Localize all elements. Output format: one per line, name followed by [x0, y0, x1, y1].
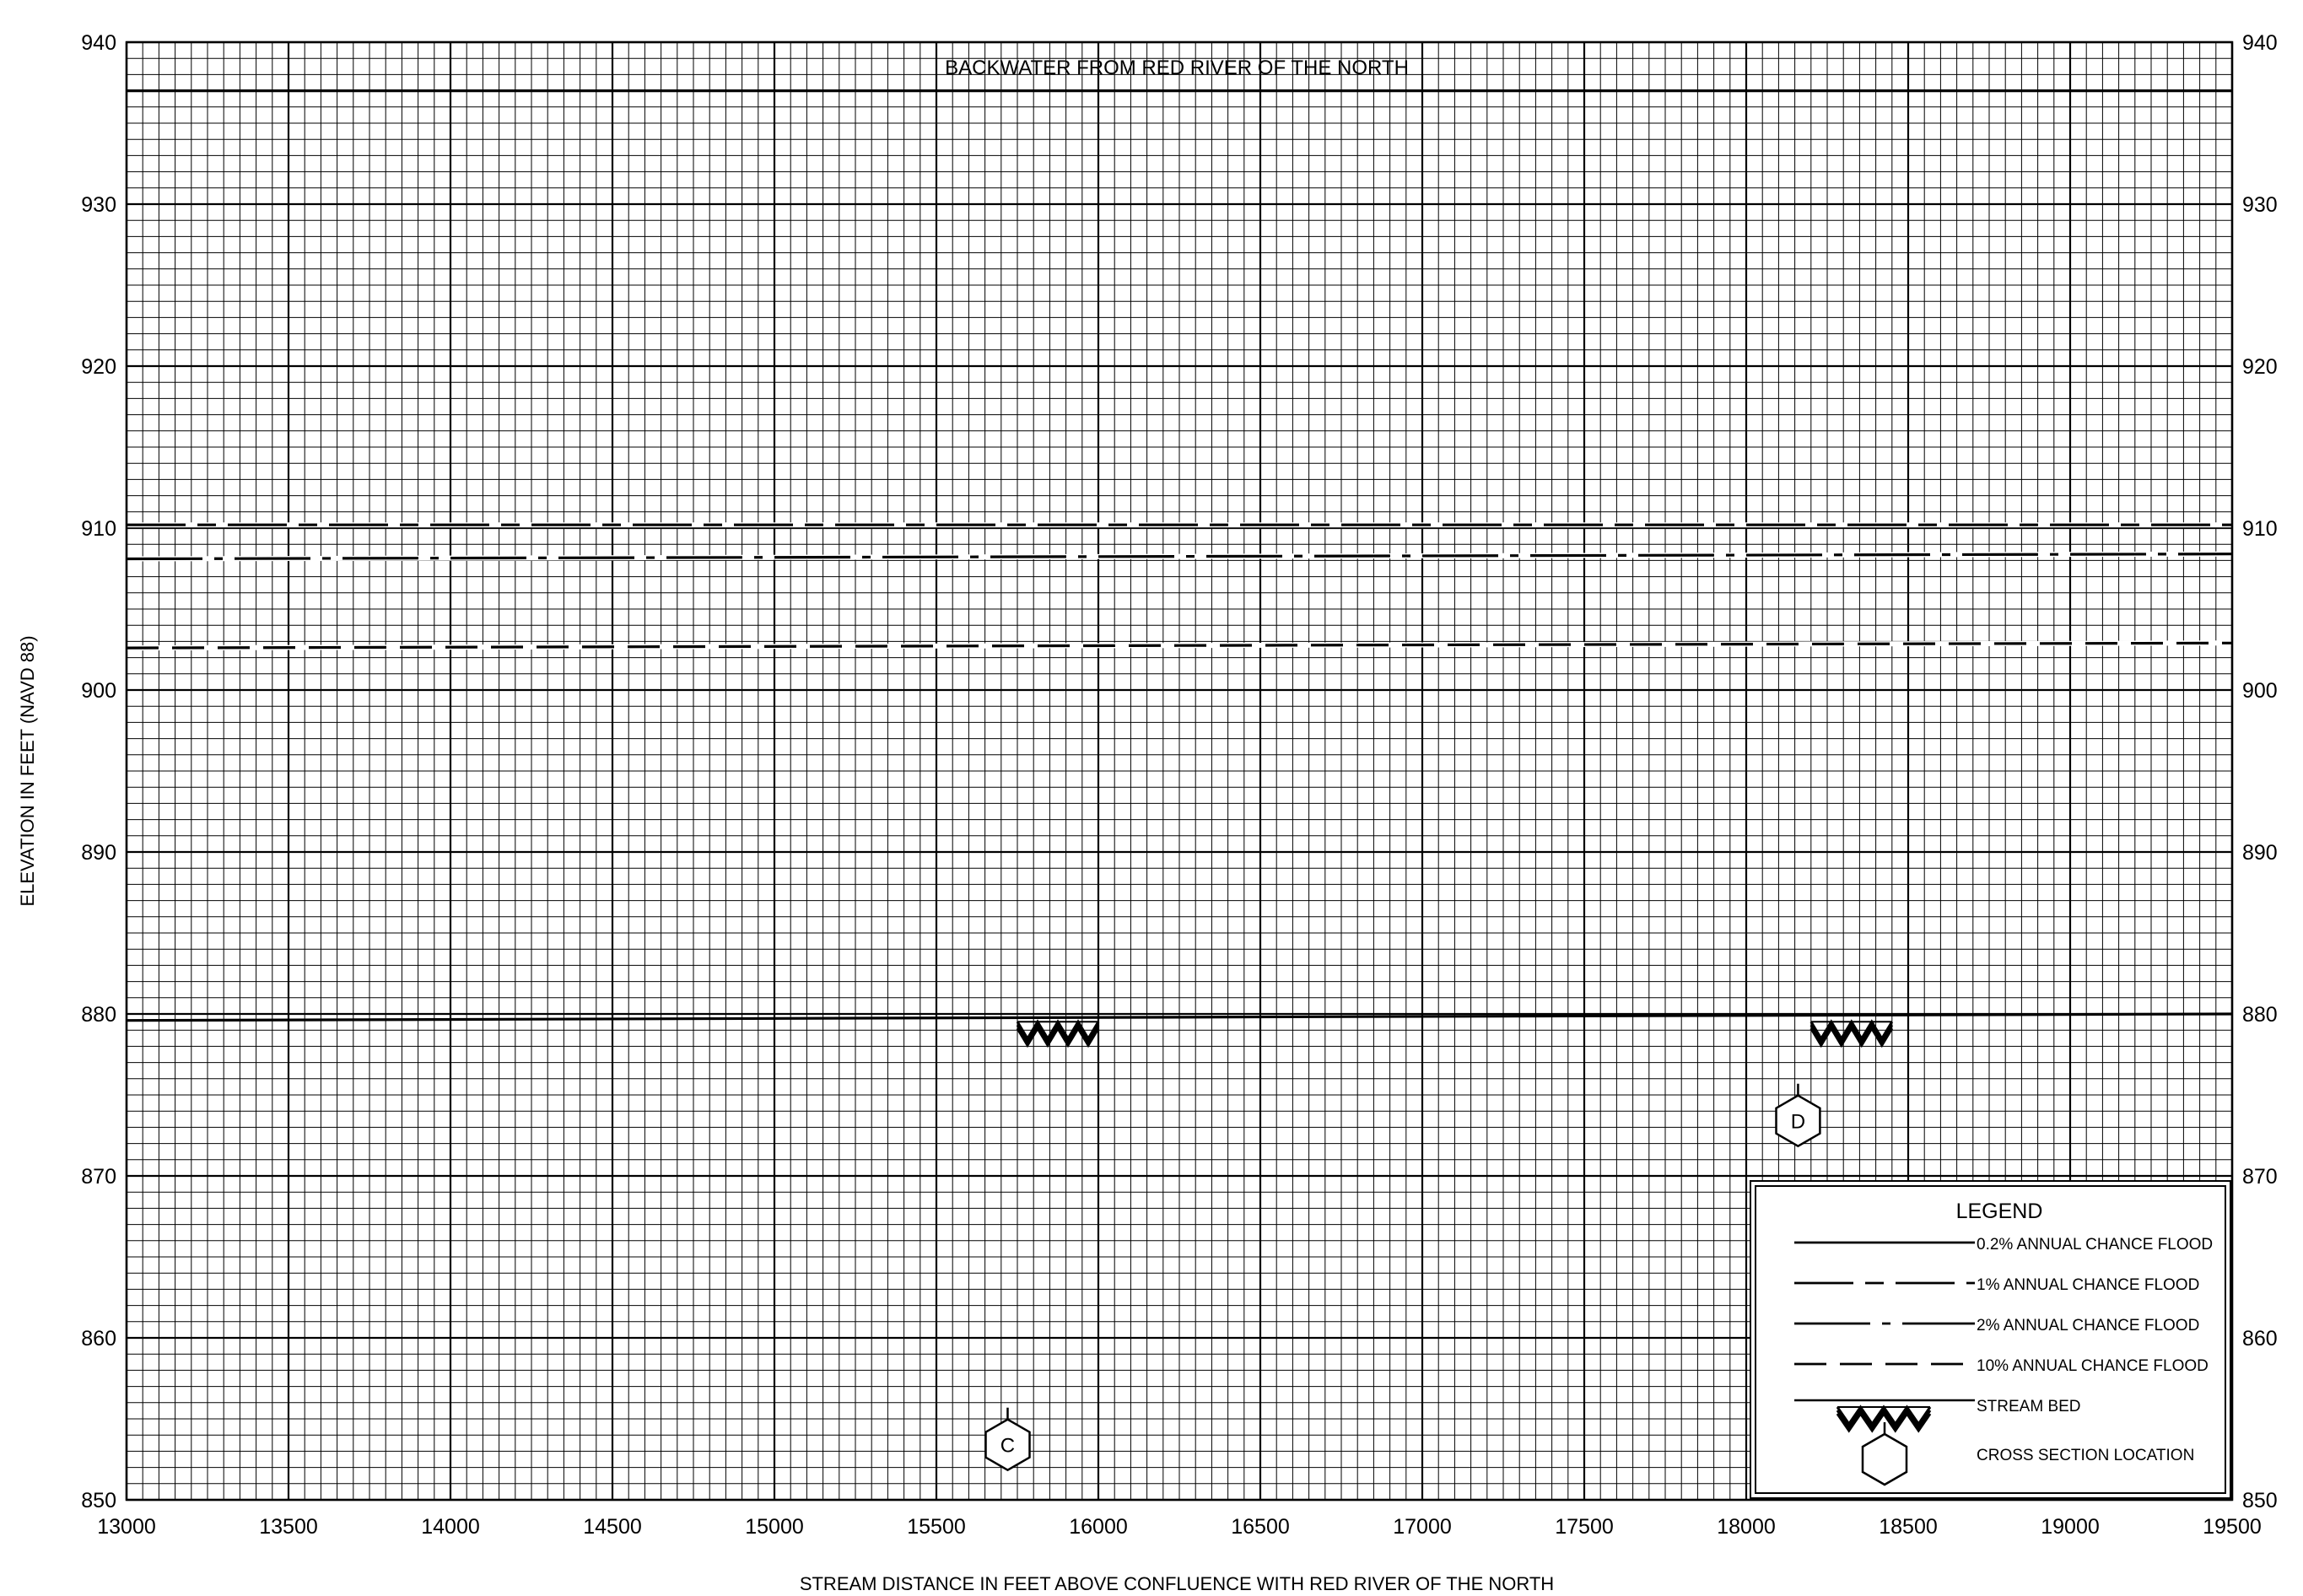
y-tick-label-right: 850	[2242, 1489, 2278, 1512]
x-tick-label: 19000	[2041, 1515, 2100, 1539]
plot-frame	[125, 40, 2234, 1502]
chart-title: BACKWATER FROM RED RIVER OF THE NORTH	[945, 57, 1409, 79]
y-tick-label-right: 920	[2242, 355, 2278, 379]
y-tick-label-right: 940	[2242, 31, 2278, 55]
legend-label: CROSS SECTION LOCATION	[1977, 1447, 2194, 1464]
y-tick-label-left: 940	[81, 31, 116, 55]
legend-symbol-hexagon	[1861, 1422, 1908, 1486]
y-tick-label-left: 930	[81, 193, 116, 217]
y-tick-label-left: 910	[81, 517, 116, 541]
legend-entry: CROSS SECTION LOCATION	[1861, 1422, 2194, 1486]
series-group	[126, 89, 2233, 1022]
y-tick-label-right: 910	[2242, 517, 2278, 541]
y-tick-label-left: 880	[81, 1003, 116, 1027]
legend-label: STREAM BED	[1977, 1398, 2081, 1415]
x-tick-label: 16000	[1069, 1515, 1128, 1539]
stream-bed-hatch	[1810, 1019, 1894, 1049]
legend-label: 0.2% ANNUAL CHANCE FLOOD	[1977, 1236, 2213, 1254]
x-tick-label: 15500	[907, 1515, 966, 1539]
legend-outer-border	[1750, 1180, 2231, 1499]
x-tick-label: 18500	[1879, 1515, 1938, 1539]
x-tick-label: 15000	[745, 1515, 804, 1539]
legend-title: LEGEND	[1956, 1200, 2043, 1223]
legend-entry: 10% ANNUAL CHANCE FLOOD	[1794, 1357, 2209, 1375]
series-line-3	[126, 641, 2233, 650]
legend: LEGEND 0.2% ANNUAL CHANCE FLOOD 1% ANNUAL…	[1750, 1180, 2231, 1499]
x-tick-label: 16500	[1231, 1515, 1290, 1539]
x-tick-label: 13500	[259, 1515, 318, 1539]
stream-bed-hatch	[1016, 1019, 1100, 1049]
cross-section-group: CD	[984, 1083, 1821, 1472]
legend-entry: STREAM BED	[1794, 1398, 2081, 1433]
legend-label: 10% ANNUAL CHANCE FLOOD	[1977, 1357, 2209, 1375]
y-tick-label-left: 870	[81, 1165, 116, 1189]
y-axis-label: ELEVATION IN FEET (NAVD 88)	[17, 635, 38, 906]
y-tick-label-left: 890	[81, 841, 116, 865]
legend-label: 2% ANNUAL CHANCE FLOOD	[1977, 1317, 2199, 1334]
x-tick-label: 14500	[583, 1515, 642, 1539]
x-tick-labels: 13000 13500 14000 14500 15000 15500 16000 16500…	[97, 1515, 2262, 1539]
legend-symbol-hatch	[1836, 1405, 1932, 1433]
legend-entry: 0.2% ANNUAL CHANCE FLOOD	[1794, 1236, 2213, 1254]
y-tick-label-right: 900	[2242, 679, 2278, 703]
x-tick-label: 14000	[421, 1515, 480, 1539]
y-tick-label-left: 920	[81, 355, 116, 379]
cross-section-marker: C	[984, 1407, 1031, 1472]
x-tick-label: 17500	[1555, 1515, 1614, 1539]
x-tick-label: 17000	[1393, 1515, 1452, 1539]
y-tick-label-left: 860	[81, 1327, 116, 1351]
grid-minor	[127, 42, 2232, 1500]
legend-inner-border	[1755, 1185, 2226, 1494]
y-tick-label-right: 930	[2242, 193, 2278, 217]
y-tick-labels-right: 850 860 870 880 890 900 910 920 930 940	[2242, 31, 2278, 1512]
series-line-4	[126, 1012, 2233, 1022]
y-tick-labels-left: 850 860 870 880 890 900 910 920 930 940	[81, 31, 116, 1512]
x-axis-label: STREAM DISTANCE IN FEET ABOVE CONFLUENCE…	[800, 1573, 1554, 1594]
legend-entries: 0.2% ANNUAL CHANCE FLOOD 1% ANNUAL CHANCE…	[1794, 1236, 2213, 1486]
legend-entry: 1% ANNUAL CHANCE FLOOD	[1794, 1276, 2199, 1294]
series-line-2	[126, 553, 2233, 561]
y-tick-label-left: 850	[81, 1489, 116, 1512]
stream-bed-hatch-group	[1016, 1019, 1894, 1049]
legend-entry: 2% ANNUAL CHANCE FLOOD	[1794, 1317, 2199, 1334]
x-tick-label: 18000	[1717, 1515, 1776, 1539]
x-tick-label: 19500	[2203, 1515, 2262, 1539]
cross-section-label: D	[1791, 1111, 1805, 1134]
cross-section-label: C	[1000, 1435, 1015, 1458]
grid-major	[125, 40, 2234, 1502]
y-tick-label-right: 890	[2242, 841, 2278, 865]
x-tick-label: 13000	[97, 1515, 156, 1539]
legend-label: 1% ANNUAL CHANCE FLOOD	[1977, 1276, 2199, 1294]
y-tick-label-right: 870	[2242, 1165, 2278, 1189]
cross-section-marker: D	[1775, 1083, 1821, 1148]
y-tick-label-right: 880	[2242, 1003, 2278, 1027]
y-tick-label-right: 860	[2242, 1327, 2278, 1351]
y-tick-label-left: 900	[81, 679, 116, 703]
